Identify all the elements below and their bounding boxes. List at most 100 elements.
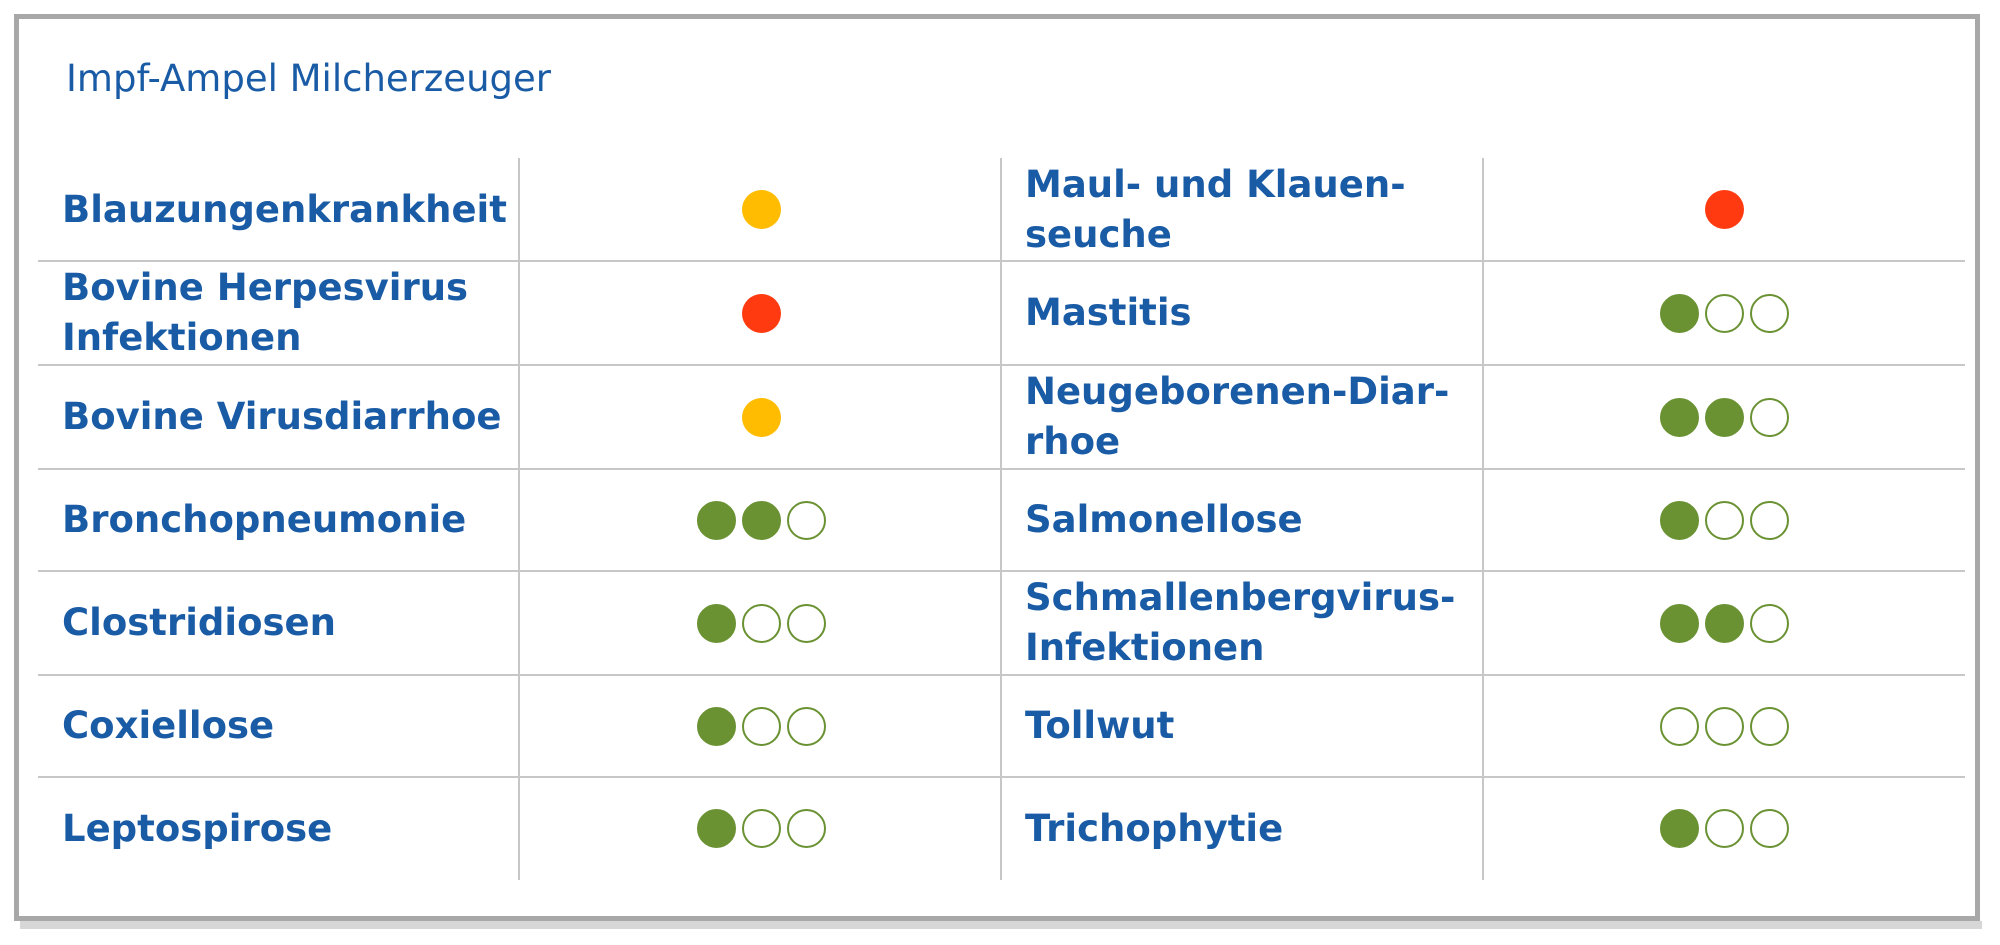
disease-label-line: Blauzungenkrankheit — [62, 187, 507, 231]
disease-label-text: Tollwut — [1025, 701, 1174, 751]
disease-label: Bovine Virusdiarrhoe — [62, 365, 502, 469]
status-indicator — [1483, 261, 1965, 365]
disease-label: Tollwut — [1025, 675, 1465, 777]
disease-label-line: seuche — [1025, 212, 1172, 256]
status-indicator — [520, 158, 1002, 261]
empty-green-dot — [741, 809, 781, 848]
disease-label-line: Mastitis — [1025, 291, 1192, 334]
status-indicator — [1483, 571, 1965, 675]
status-indicator — [520, 469, 1002, 571]
disease-label-line: Neugeborenen-Diar- — [1025, 370, 1450, 413]
disease-label-text: Maul- und Klauen-seuche — [1025, 160, 1406, 260]
empty-green-dot — [1704, 809, 1744, 848]
disease-label-line: Infektionen — [1025, 626, 1265, 669]
disease-label: Leptospirose — [62, 777, 502, 880]
filled-green-dot — [696, 500, 736, 540]
filled-green-dot — [1659, 397, 1699, 437]
disease-label-text: Leptospirose — [62, 804, 332, 854]
disease-label: Mastitis — [1025, 261, 1465, 365]
filled-green-dot — [1704, 397, 1744, 437]
empty-green-dot — [786, 706, 826, 746]
vaccination-table: Blauzungenkrankheit Bovine Herpesvirus Inf… — [38, 158, 1965, 880]
disease-label: Coxiellose — [62, 675, 502, 777]
panel-frame: Impf-Ampel Milcherzeuger — [14, 14, 1980, 921]
disease-label-line: Bovine Virusdiarrhoe — [62, 395, 502, 438]
red-light-dot — [741, 293, 781, 333]
disease-label-line: Salmonellose — [1025, 498, 1303, 541]
empty-green-dot — [786, 603, 826, 643]
disease-label-text: Trichophytie — [1025, 804, 1283, 854]
empty-green-dot — [1749, 397, 1789, 437]
empty-green-dot — [1659, 706, 1699, 746]
disease-label-line: Bovine Herpesvirus — [62, 266, 469, 309]
empty-green-dot — [741, 706, 781, 746]
disease-label-line: Tollwut — [1025, 704, 1175, 747]
status-indicator — [520, 777, 1002, 880]
status-indicator — [520, 571, 1002, 675]
disease-label-line: rhoe — [1025, 420, 1121, 463]
filled-green-dot — [1659, 603, 1699, 643]
disease-label-line: Infektionen — [62, 316, 302, 359]
disease-label-text: Clostridiosen — [62, 598, 336, 648]
disease-label-text: Salmonellose — [1025, 495, 1303, 545]
status-indicator — [520, 261, 1002, 365]
status-indicator — [1483, 469, 1965, 571]
status-indicator — [1483, 777, 1965, 880]
filled-green-dot — [741, 500, 781, 540]
empty-green-dot — [1749, 809, 1789, 848]
disease-label-line: Clostridiosen — [62, 601, 336, 644]
yellow-light-dot — [741, 397, 781, 437]
disease-label-line: Schmallenbergvirus- — [1025, 576, 1456, 619]
status-indicator — [520, 365, 1002, 469]
filled-green-dot — [1704, 603, 1744, 643]
disease-label-text: Neugeborenen-Diar-rhoe — [1025, 367, 1449, 467]
disease-label-line: Trichophytie — [1025, 806, 1284, 850]
disease-label-text: Bovine Virusdiarrhoe — [62, 392, 502, 442]
panel-shadow — [20, 921, 1982, 929]
disease-label-line: Bronchopneumonie — [62, 498, 467, 541]
red-light-dot — [1704, 190, 1744, 229]
disease-label-text: Schmallenbergvirus- Infektionen — [1025, 573, 1455, 673]
disease-label: Schmallenbergvirus- Infektionen — [1025, 571, 1465, 675]
page-title: Impf-Ampel Milcherzeuger — [66, 57, 551, 100]
empty-green-dot — [1749, 500, 1789, 540]
empty-green-dot — [1704, 706, 1744, 746]
filled-green-dot — [696, 603, 736, 643]
filled-green-dot — [1659, 500, 1699, 540]
filled-green-dot — [696, 809, 736, 848]
column-divider — [1482, 158, 1484, 880]
status-indicator — [1483, 158, 1965, 261]
filled-green-dot — [1659, 809, 1699, 848]
status-indicator — [1483, 675, 1965, 777]
disease-label: Salmonellose — [1025, 469, 1465, 571]
disease-label: Trichophytie — [1025, 777, 1465, 880]
disease-label-line: Coxiellose — [62, 704, 275, 747]
column-divider — [518, 158, 520, 880]
disease-label: Maul- und Klauen-seuche — [1025, 158, 1465, 261]
empty-green-dot — [1749, 293, 1789, 333]
empty-green-dot — [786, 809, 826, 848]
disease-label: Neugeborenen-Diar-rhoe — [1025, 365, 1465, 469]
disease-label-text: Blauzungenkrankheit — [62, 185, 507, 235]
disease-label: Bronchopneumonie — [62, 469, 502, 571]
column-divider — [1000, 158, 1002, 880]
yellow-light-dot — [741, 190, 781, 229]
disease-label: Blauzungenkrankheit — [62, 158, 507, 261]
empty-green-dot — [1749, 706, 1789, 746]
empty-green-dot — [741, 603, 781, 643]
empty-green-dot — [1704, 293, 1744, 333]
disease-label-text: Coxiellose — [62, 701, 274, 751]
disease-label-text: Bovine Herpesvirus Infektionen — [62, 263, 468, 363]
disease-label-line: Leptospirose — [62, 806, 333, 850]
disease-label-text: Mastitis — [1025, 288, 1192, 338]
disease-label-line: Maul- und Klauen- — [1025, 162, 1406, 206]
empty-green-dot — [786, 500, 826, 540]
filled-green-dot — [696, 706, 736, 746]
disease-label: Clostridiosen — [62, 571, 502, 675]
filled-green-dot — [1659, 293, 1699, 333]
status-indicator — [1483, 365, 1965, 469]
empty-green-dot — [1749, 603, 1789, 643]
disease-label-text: Bronchopneumonie — [62, 495, 466, 545]
empty-green-dot — [1704, 500, 1744, 540]
status-indicator — [520, 675, 1002, 777]
